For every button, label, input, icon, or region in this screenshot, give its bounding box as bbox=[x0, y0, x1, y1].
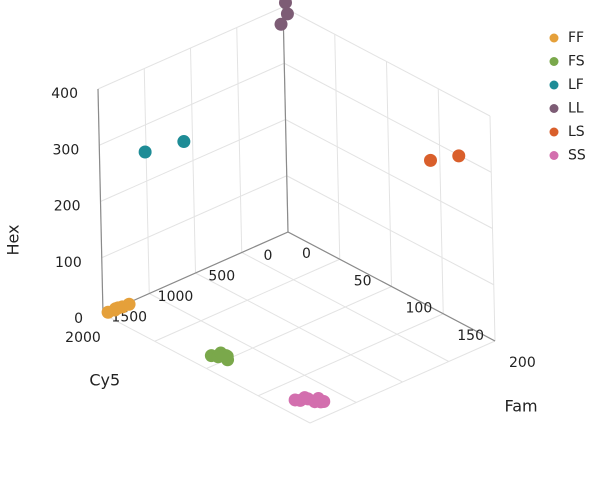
legend-label-ll: LL bbox=[568, 101, 584, 117]
legend-marker-ll bbox=[549, 104, 559, 113]
z-tick-label: 400 bbox=[51, 86, 78, 102]
y-axis-title: Cy5 bbox=[89, 371, 120, 390]
data-point-ls bbox=[424, 153, 437, 167]
y-tick-label: 1000 bbox=[158, 289, 194, 305]
legend-label-ff: FF bbox=[568, 30, 584, 46]
data-point-ss bbox=[311, 392, 325, 406]
gridline-wall bbox=[285, 119, 493, 229]
data-point-lf bbox=[138, 145, 152, 159]
y-tick-label: 0 bbox=[264, 248, 273, 264]
gridline-wall bbox=[99, 62, 285, 146]
gridline-wall bbox=[286, 175, 494, 286]
y-tick-label: 500 bbox=[208, 269, 235, 285]
y-tick-label: 2000 bbox=[65, 330, 101, 346]
x-tick-label: 200 bbox=[509, 355, 536, 371]
gridline-wall bbox=[282, 6, 491, 117]
legend-label-ls: LS bbox=[568, 124, 585, 140]
gridline-floor bbox=[241, 252, 449, 362]
legend-marker-ff bbox=[549, 33, 559, 43]
gridline-wall bbox=[101, 175, 287, 259]
z-tick-label: 0 bbox=[74, 311, 83, 327]
gridline-wall bbox=[97, 6, 284, 90]
data-point-ls bbox=[452, 149, 466, 163]
z-axis-front-line bbox=[97, 88, 104, 315]
gridline-floor bbox=[195, 272, 403, 383]
data-point-fs bbox=[216, 348, 230, 362]
data-point-ff bbox=[122, 297, 136, 311]
x-axis-title: Fam bbox=[504, 397, 537, 416]
z-tick-label: 100 bbox=[55, 255, 82, 271]
legend-marker-fs bbox=[549, 57, 559, 66]
legend-label-lf: LF bbox=[568, 77, 584, 93]
data-point-ll bbox=[278, 0, 292, 10]
x-axis-line bbox=[287, 231, 496, 342]
legend-label-ss: SS bbox=[568, 148, 586, 164]
x-tick-label: 0 bbox=[302, 246, 311, 262]
z-axis-title: Hex bbox=[4, 224, 23, 255]
legend-marker-ss bbox=[549, 151, 559, 160]
x-tick-label: 50 bbox=[354, 273, 372, 289]
data-point-lf bbox=[177, 135, 191, 149]
data-point-ll bbox=[274, 17, 288, 31]
legend-marker-lf bbox=[549, 80, 559, 90]
legend-marker-ls bbox=[549, 127, 559, 137]
x-tick-label: 100 bbox=[406, 301, 433, 317]
x-tick-label: 150 bbox=[457, 328, 484, 344]
data-point-ll bbox=[280, 7, 294, 21]
z-axis-line bbox=[282, 6, 289, 233]
data-point-ff bbox=[111, 301, 125, 315]
z-tick-label: 200 bbox=[54, 199, 81, 215]
z-tick-label: 300 bbox=[53, 142, 80, 158]
gridline-floor bbox=[102, 313, 311, 424]
gridline-floor bbox=[149, 293, 357, 403]
gridline-wall bbox=[100, 119, 286, 202]
legend-label-fs: FS bbox=[568, 54, 585, 70]
